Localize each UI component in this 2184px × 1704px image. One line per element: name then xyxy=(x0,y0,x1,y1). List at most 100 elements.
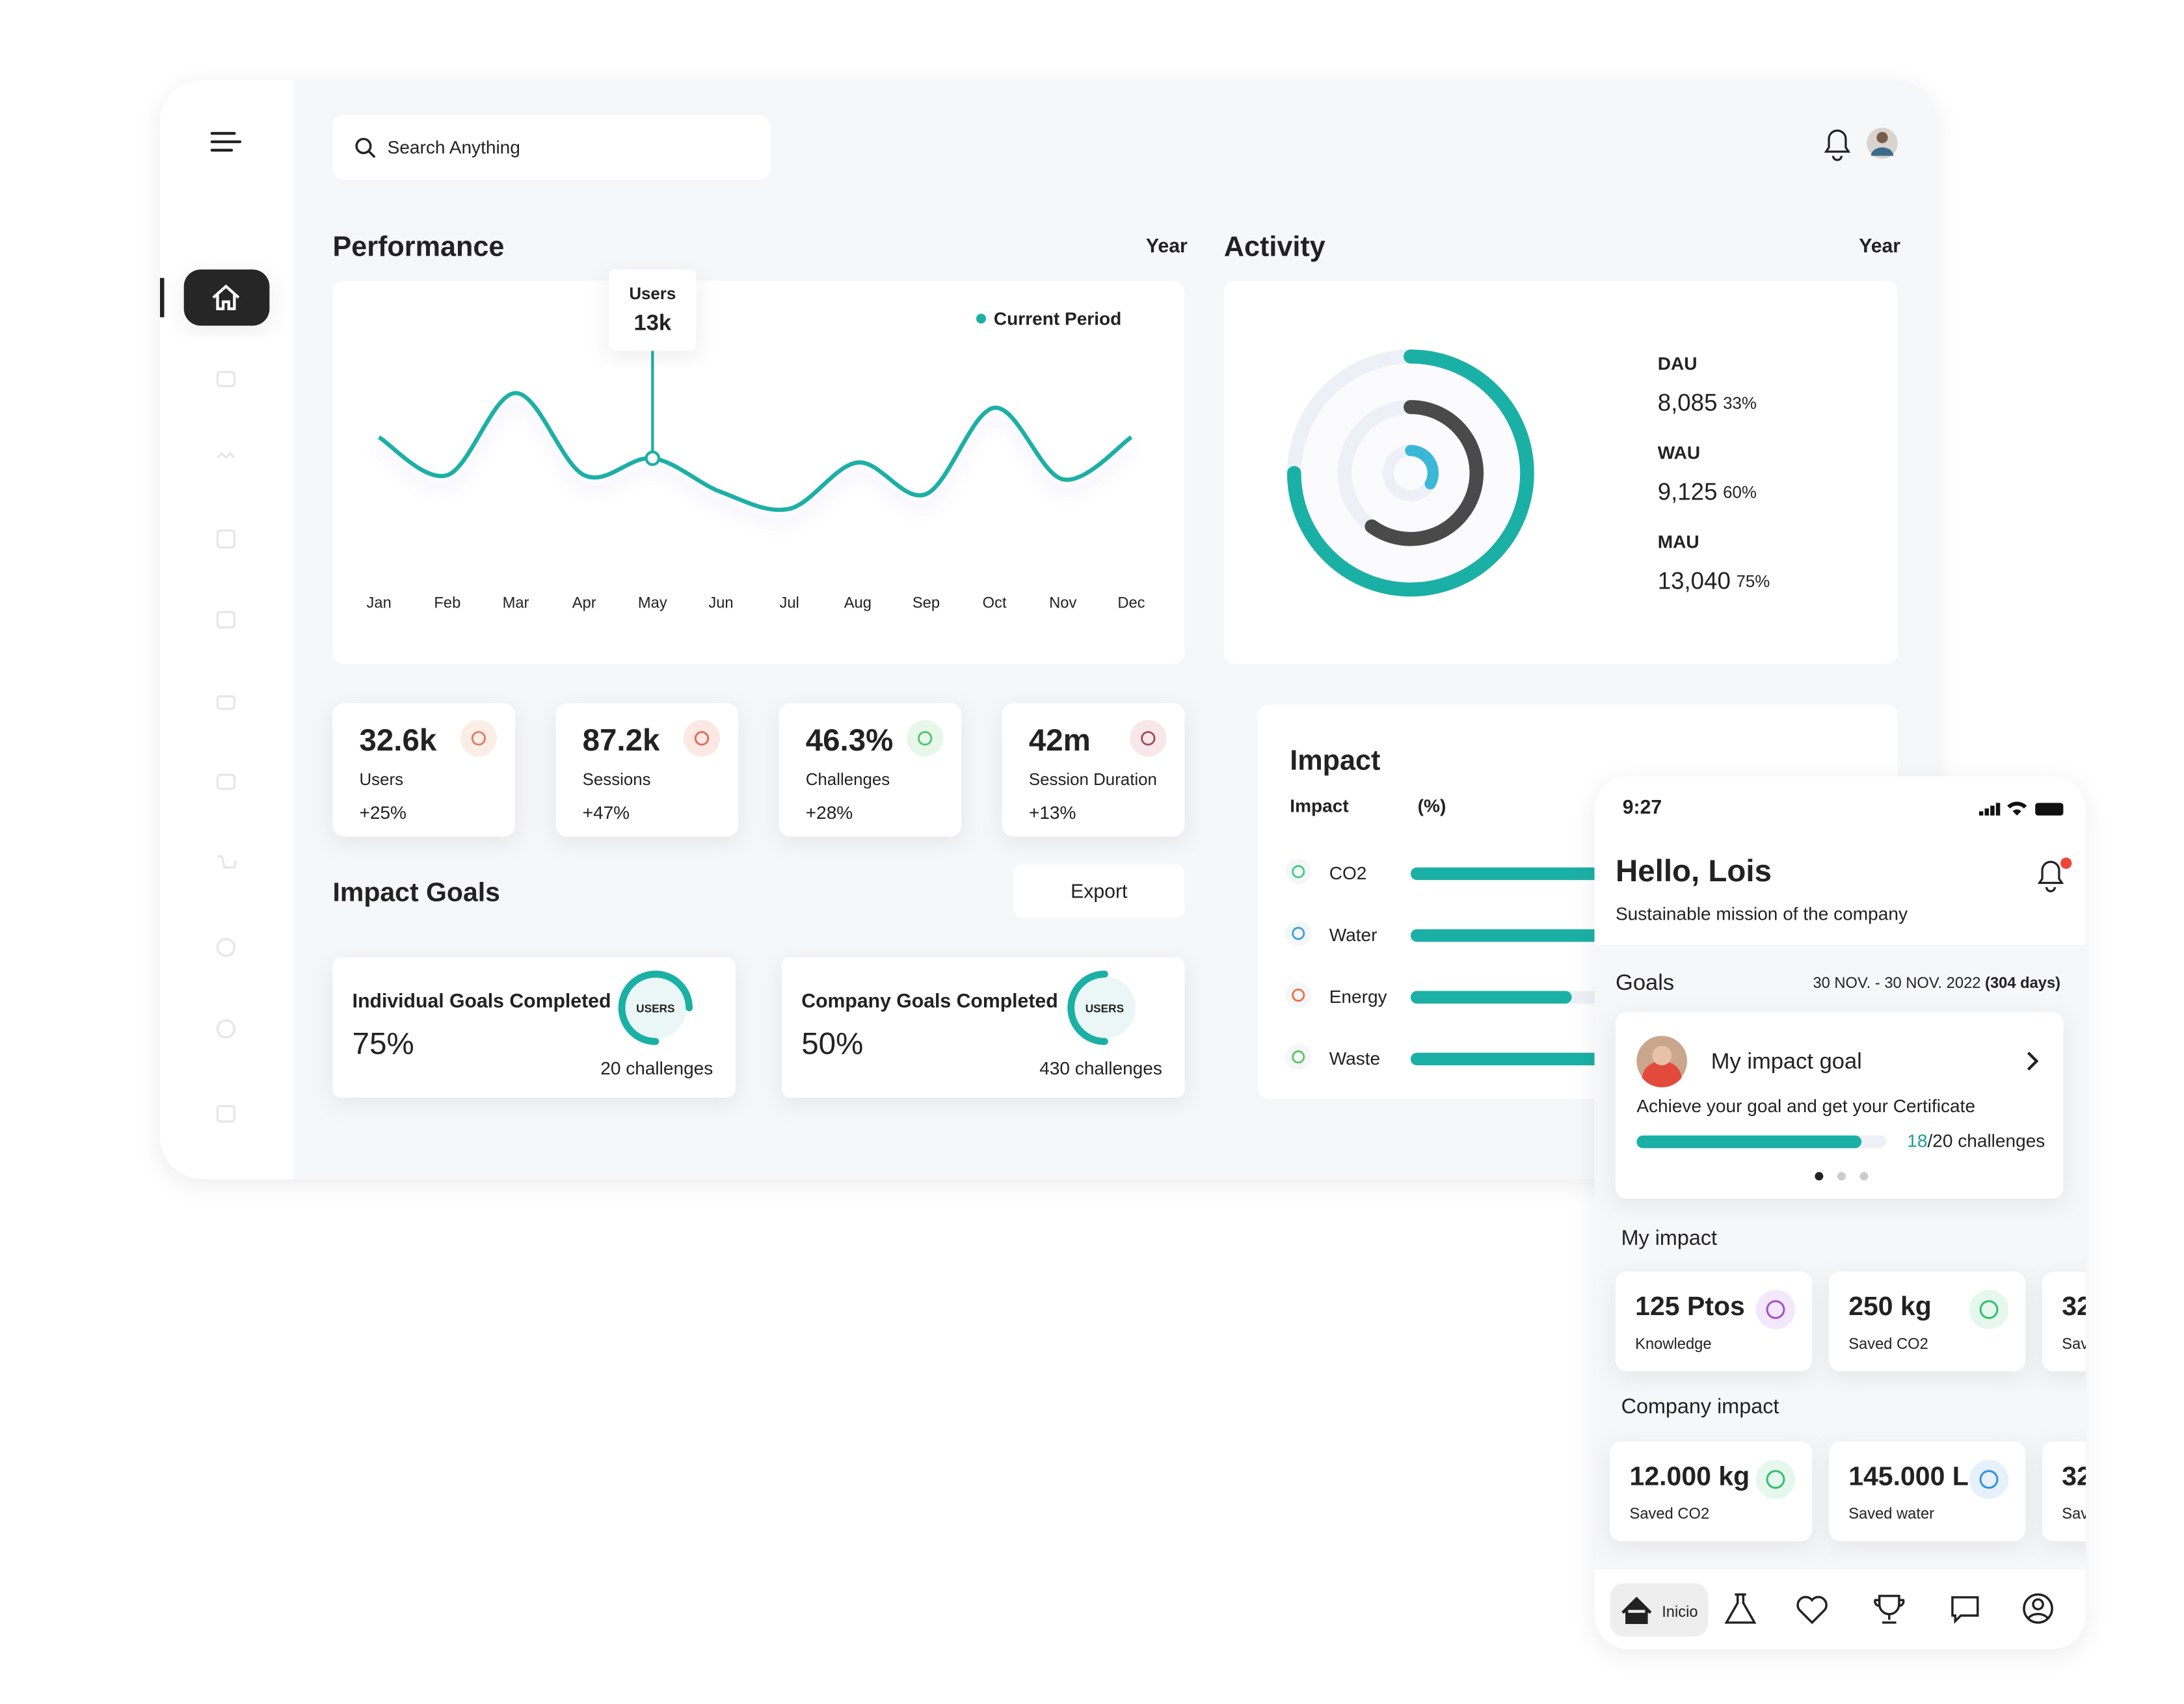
tile-icon-glyph xyxy=(1766,1470,1785,1489)
pager-dot[interactable] xyxy=(1859,1172,1869,1180)
impact-tile[interactable] xyxy=(2042,1271,2126,1372)
tile-icon-glyph xyxy=(1766,1300,1785,1319)
status-icons xyxy=(1978,801,2064,816)
activity-ring xyxy=(1405,445,1439,490)
date-range: 30 NOV. - 30 NOV. 2022 xyxy=(1813,975,1980,992)
export-button[interactable] xyxy=(1013,864,1185,918)
goal-ring xyxy=(1067,970,1108,1045)
greeting: Hello, Lois xyxy=(1616,854,1772,888)
tile-icon xyxy=(1969,1459,2009,1499)
x-tick-label: Aug xyxy=(844,594,872,611)
stat-icon-glyph xyxy=(1141,731,1156,746)
stat-icon xyxy=(1130,720,1167,757)
impact-icon xyxy=(1285,859,1311,885)
goal-percent: 50% xyxy=(801,1026,863,1061)
impact-name: Waste xyxy=(1329,1048,1380,1069)
sidebar-icons[interactable] xyxy=(216,371,237,1123)
goal-percent: 75% xyxy=(353,1026,414,1061)
impact-icon xyxy=(1285,920,1311,946)
line-chart: Jan Feb Mar Apr May Jun Jul Aug Sep Oct Nov Dec User… xyxy=(367,269,1145,611)
home-icon xyxy=(212,284,240,310)
avatar-face xyxy=(1652,1045,1672,1066)
stat-icon xyxy=(460,720,497,757)
progress-done: 18 xyxy=(1907,1131,1927,1151)
x-tick-label: Jan xyxy=(367,594,392,611)
tile-label: Sav xyxy=(2062,1506,2088,1523)
notification-bell[interactable] xyxy=(1824,129,1851,161)
activity-ring xyxy=(1365,400,1484,546)
mobile-app: 125 Ptos Knowledge 250 kg Saved CO2 32 Sav 12.… xyxy=(1594,776,2126,1649)
tile-icon xyxy=(1969,1290,2009,1329)
goal-card[interactable] xyxy=(1615,1012,2064,1199)
phone-header xyxy=(1594,776,2086,945)
tooltip-label: Users xyxy=(629,285,676,303)
mobile-bell[interactable] xyxy=(2037,860,2064,893)
stat-value: 32.6k xyxy=(359,723,436,758)
stat-icon xyxy=(907,720,944,757)
progress-total: /20 challenges xyxy=(1927,1131,2045,1151)
metric-count: 9,125 xyxy=(1658,478,1718,505)
goal-title: My impact goal xyxy=(1711,1049,1862,1074)
tooltip-value: 13k xyxy=(634,311,672,336)
tile-label: Saved CO2 xyxy=(1630,1506,1710,1523)
phone-frame xyxy=(1594,776,2086,1649)
stat-value: 46.3% xyxy=(806,723,894,758)
impact-icon-glyph xyxy=(1292,865,1305,879)
tile-icon xyxy=(1755,1459,1796,1499)
metric-value: 8,085 33% xyxy=(1658,389,1757,416)
goal-challenges: 20 challenges xyxy=(600,1058,713,1078)
goal-ring-fill xyxy=(624,977,687,1039)
active-indicator xyxy=(160,278,165,317)
search-icon xyxy=(355,137,372,154)
export-label[interactable]: Export xyxy=(1071,881,1128,903)
section-title: Impact Goals xyxy=(332,877,499,907)
stat-value: 87.2k xyxy=(583,723,660,758)
impact-name: CO2 xyxy=(1329,863,1367,883)
search-icon-handle xyxy=(368,150,376,158)
metric-count: 8,085 xyxy=(1658,389,1718,416)
progress-label: 18/20 challenges xyxy=(1907,1131,2045,1151)
goal-ring-label: USERS xyxy=(1085,1002,1124,1015)
tile-icon xyxy=(1755,1290,1796,1329)
stat-value: 42m xyxy=(1029,723,1091,758)
impact-name: Energy xyxy=(1329,987,1387,1007)
column-header: Impact xyxy=(1290,795,1348,816)
metric-value: 13,040 75% xyxy=(1658,567,1770,594)
stat-change: +47% xyxy=(583,803,630,823)
impact-icon xyxy=(1285,982,1311,1008)
x-tick-label: Nov xyxy=(1049,594,1076,611)
goal-ring-fill xyxy=(1073,977,1136,1039)
chevron[interactable] xyxy=(2027,1052,2039,1071)
search-box[interactable] xyxy=(332,114,771,180)
metric-share: 75% xyxy=(1737,572,1770,591)
nav-icons[interactable] xyxy=(1724,1593,2053,1625)
period-selector[interactable]: Year xyxy=(1859,235,1900,257)
legend-label: Current Period xyxy=(994,308,1121,328)
subtitle: Sustainable mission of the company xyxy=(1616,904,1908,924)
impact-icon-glyph xyxy=(1292,989,1305,1002)
stat-change: +25% xyxy=(359,803,406,823)
nav-home-label[interactable]: Inicio xyxy=(1662,1604,1698,1621)
goals-title: Goals xyxy=(1616,970,1674,995)
pager-dot[interactable] xyxy=(1815,1172,1824,1180)
tile-label: Knowledge xyxy=(1635,1336,1711,1353)
home-button[interactable] xyxy=(183,269,270,326)
nav-home-icon xyxy=(1621,1597,1652,1624)
my-impact-title: My impact xyxy=(1621,1226,1717,1249)
metric-share: 60% xyxy=(1723,483,1757,501)
menu-icon[interactable] xyxy=(210,131,242,152)
legend-dot xyxy=(976,313,987,324)
sidebar xyxy=(160,80,294,1179)
impact-tile[interactable] xyxy=(2042,1441,2126,1541)
tile-value: 125 Ptos xyxy=(1635,1291,1745,1321)
impact-icon-glyph xyxy=(1292,927,1305,940)
period-selector[interactable]: Year xyxy=(1146,235,1188,257)
x-tick-label: May xyxy=(638,594,667,611)
activity-ring xyxy=(1286,349,1534,597)
x-tick-label: Oct xyxy=(983,594,1007,611)
activity-rings: DAU 8,085 33% WAU 9,125 60% MAU 13,040 75% xyxy=(1286,349,1770,597)
column-header: (%) xyxy=(1418,795,1446,816)
metric-value: 9,125 60% xyxy=(1658,478,1757,505)
pager-dot[interactable] xyxy=(1837,1172,1846,1180)
